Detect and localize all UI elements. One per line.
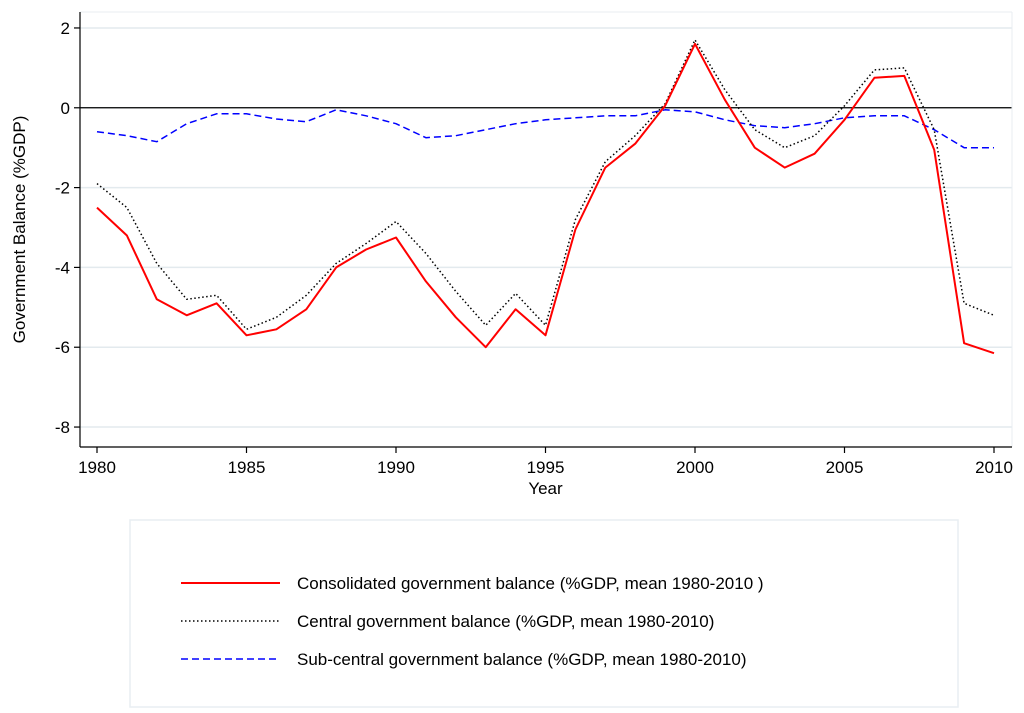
x-tick-label: 1985 bbox=[228, 458, 266, 477]
series-line-dashed bbox=[96, 109, 994, 149]
legend-box bbox=[129, 519, 959, 708]
y-tick-label: -8 bbox=[55, 418, 70, 437]
x-tick-label: 1995 bbox=[527, 458, 565, 477]
y-tick-label: -6 bbox=[55, 338, 70, 357]
x-axis-title: Year bbox=[528, 479, 563, 498]
x-axis-ticks: 1980 1985 1990 1995 2000 2005 2010 bbox=[78, 447, 1013, 477]
series-lines bbox=[96, 39, 995, 355]
legend-label-central: Central government balance (%GDP, mean 1… bbox=[297, 612, 714, 631]
legend-label-consolidated: Consolidated government balance (%GDP, m… bbox=[297, 574, 764, 593]
y-axis-title: Government Balance (%GDP) bbox=[10, 116, 29, 344]
x-tick-label: 1980 bbox=[78, 458, 116, 477]
y-tick-label: 0 bbox=[61, 99, 70, 118]
legend-label-sub-central: Sub-central government balance (%GDP, me… bbox=[297, 650, 747, 669]
y-tick-label: 2 bbox=[61, 19, 70, 38]
y-tick-label: -2 bbox=[55, 179, 70, 198]
x-tick-label: 1990 bbox=[377, 458, 415, 477]
y-axis-ticks: -8 -6 -4 -2 0 2 bbox=[55, 19, 80, 437]
x-tick-label: 2005 bbox=[826, 458, 864, 477]
axes bbox=[79, 11, 1013, 448]
series-line-solid bbox=[96, 42, 995, 355]
x-tick-label: 2000 bbox=[676, 458, 714, 477]
y-tick-label: -4 bbox=[55, 258, 70, 277]
grid-lines bbox=[80, 27, 1012, 428]
x-tick-label: 2010 bbox=[975, 458, 1013, 477]
legend: Consolidated government balance (%GDP, m… bbox=[129, 519, 959, 708]
series-line-dotted bbox=[96, 39, 995, 331]
